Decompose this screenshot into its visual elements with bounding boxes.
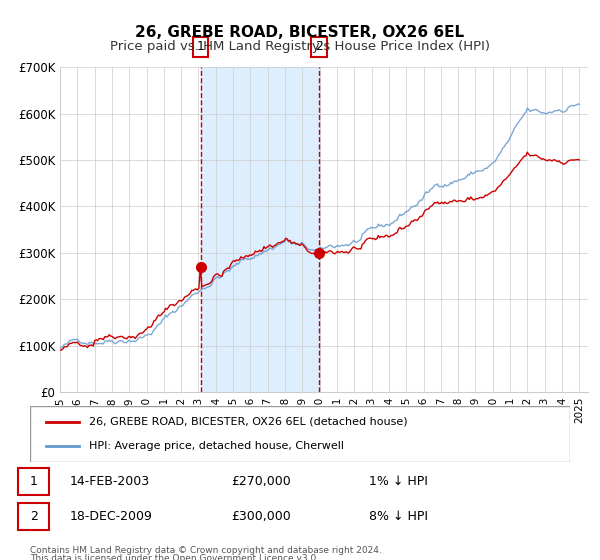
FancyBboxPatch shape: [18, 503, 49, 530]
Text: Contains HM Land Registry data © Crown copyright and database right 2024.: Contains HM Land Registry data © Crown c…: [30, 546, 382, 555]
Text: 1% ↓ HPI: 1% ↓ HPI: [369, 475, 428, 488]
Text: 2: 2: [315, 40, 323, 53]
Text: £300,000: £300,000: [231, 510, 290, 523]
Text: 18-DEC-2009: 18-DEC-2009: [70, 510, 152, 523]
Text: 1: 1: [29, 475, 38, 488]
FancyBboxPatch shape: [30, 406, 570, 462]
Text: Price paid vs. HM Land Registry's House Price Index (HPI): Price paid vs. HM Land Registry's House …: [110, 40, 490, 53]
Text: 2: 2: [29, 510, 38, 523]
Text: 14-FEB-2003: 14-FEB-2003: [70, 475, 150, 488]
Text: 26, GREBE ROAD, BICESTER, OX26 6EL: 26, GREBE ROAD, BICESTER, OX26 6EL: [136, 25, 464, 40]
Text: 26, GREBE ROAD, BICESTER, OX26 6EL (detached house): 26, GREBE ROAD, BICESTER, OX26 6EL (deta…: [89, 417, 408, 427]
Bar: [200, 67, 319, 392]
FancyBboxPatch shape: [18, 468, 49, 496]
Text: £270,000: £270,000: [231, 475, 290, 488]
Text: 8% ↓ HPI: 8% ↓ HPI: [369, 510, 428, 523]
Text: This data is licensed under the Open Government Licence v3.0.: This data is licensed under the Open Gov…: [30, 554, 319, 560]
Text: 1: 1: [197, 40, 205, 53]
Text: HPI: Average price, detached house, Cherwell: HPI: Average price, detached house, Cher…: [89, 441, 344, 451]
